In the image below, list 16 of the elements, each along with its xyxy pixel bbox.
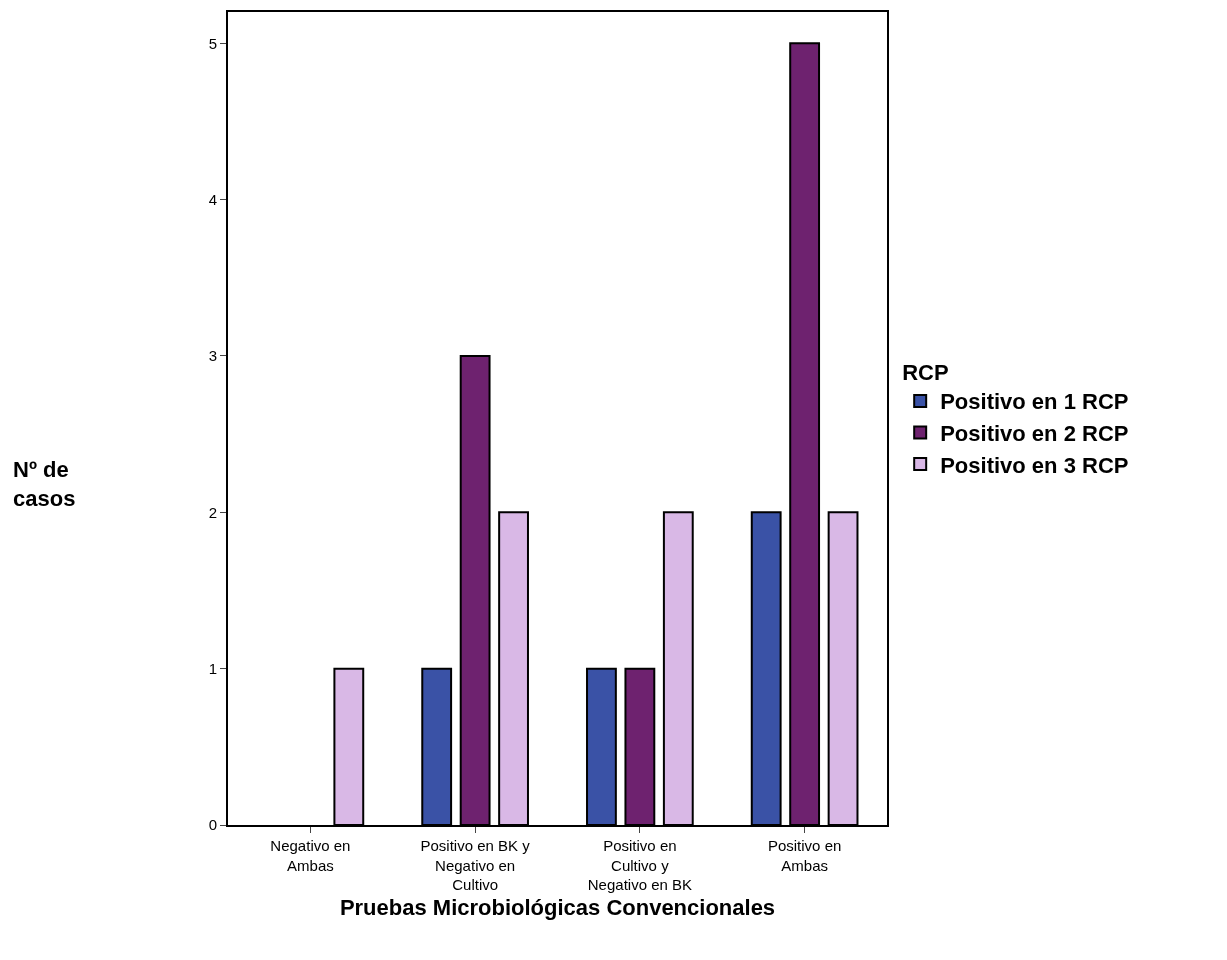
x-tick-label: Positivo en Cultivo y Negativo en BK: [587, 837, 692, 893]
legend-label: Positivo en 1 RCP: [940, 389, 1129, 415]
x-tick-label: Positivo en Ambas: [767, 837, 842, 874]
x-axis-title: Pruebas Microbiológicas Convencionales: [339, 895, 776, 921]
y-tick-label: 2: [208, 503, 217, 521]
y-tick-label: 1: [208, 659, 217, 677]
x-tick-label: Positivo en BK y Negativo en Cultivo: [420, 837, 531, 893]
y-tick-label: 4: [208, 190, 217, 208]
legend-label: Positivo en 2 RCP: [940, 421, 1129, 447]
text: Nº de casos: [13, 457, 76, 511]
y-tick-label: 5: [208, 34, 217, 52]
y-tick-label: 3: [208, 347, 217, 365]
legend-label: Positivo en 3 RCP: [940, 452, 1129, 478]
legend-title: RCP: [902, 360, 949, 386]
x-tick-label: Negativo en Ambas: [270, 837, 351, 874]
y-tick-label: 0: [208, 816, 217, 834]
